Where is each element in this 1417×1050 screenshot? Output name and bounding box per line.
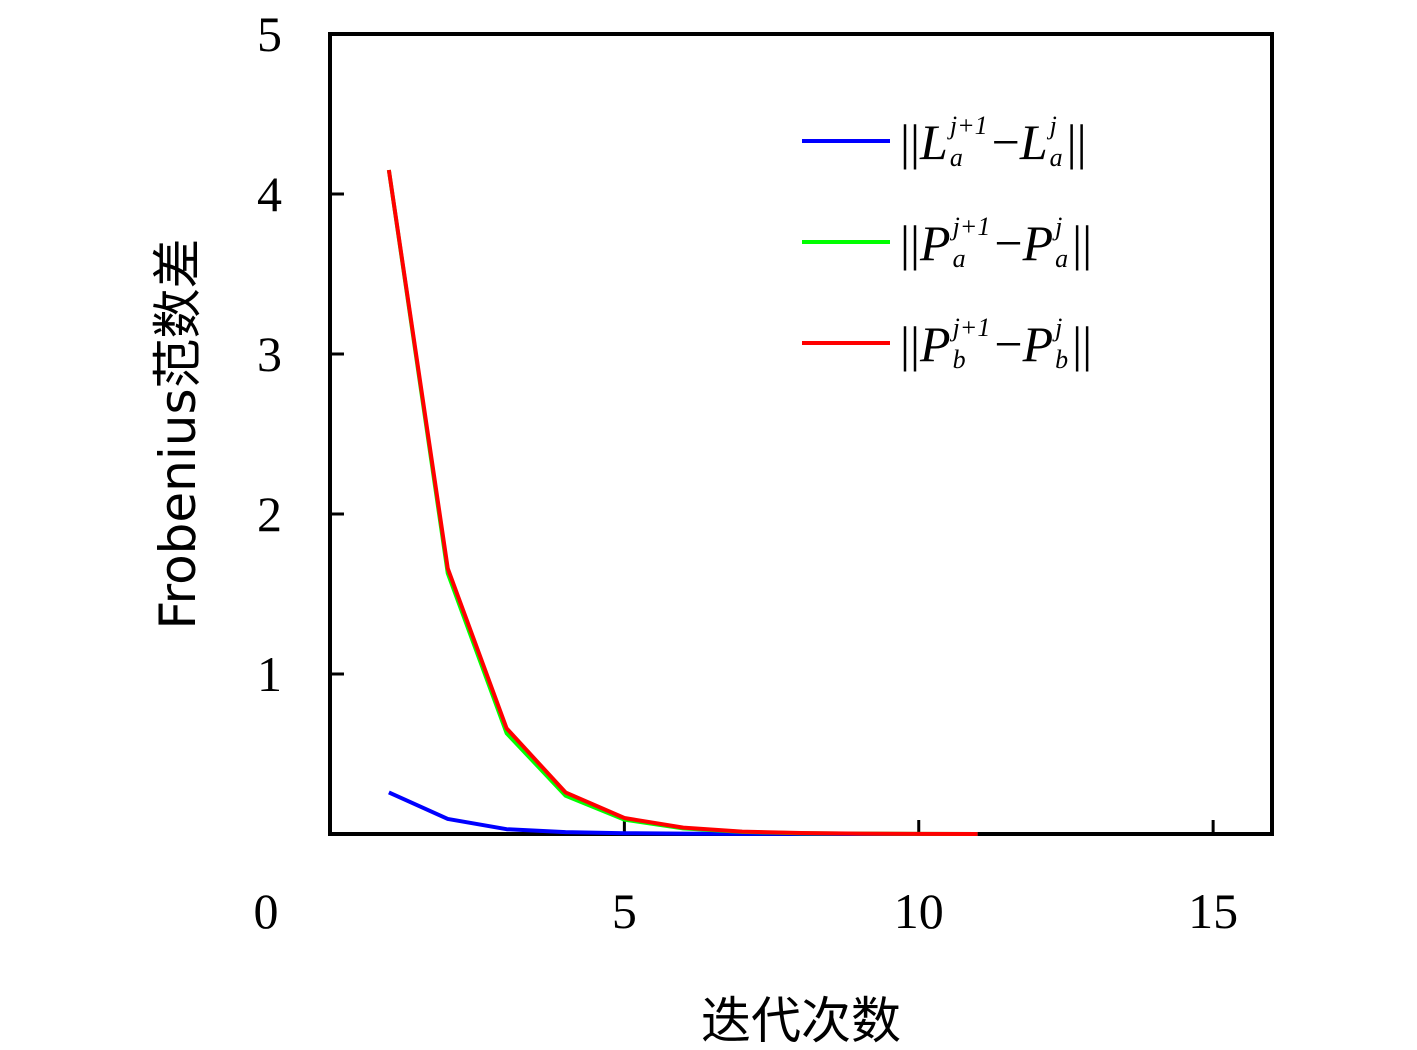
x-tick-label: 10 bbox=[894, 883, 944, 939]
series-line-1 bbox=[386, 169, 978, 836]
x-tick-label: 0 bbox=[254, 883, 279, 939]
y-tick-label: 4 bbox=[257, 166, 282, 222]
y-axis-label: Frobenius范数差 bbox=[149, 239, 207, 630]
y-tick-label: 3 bbox=[257, 326, 282, 382]
x-tick-label: 5 bbox=[612, 883, 637, 939]
y-tick-label: 5 bbox=[257, 6, 282, 62]
series-line-2 bbox=[386, 169, 978, 836]
x-axis-label: 迭代次数 bbox=[701, 992, 901, 1050]
x-tick-label: 15 bbox=[1188, 883, 1238, 939]
legend-swatch-2 bbox=[802, 341, 890, 345]
legend-swatch-1 bbox=[802, 240, 890, 244]
plot-frame bbox=[328, 32, 1274, 836]
y-tick-label: 2 bbox=[257, 486, 282, 542]
legend-swatch-0 bbox=[802, 139, 890, 143]
y-tick-label: 1 bbox=[257, 646, 282, 702]
